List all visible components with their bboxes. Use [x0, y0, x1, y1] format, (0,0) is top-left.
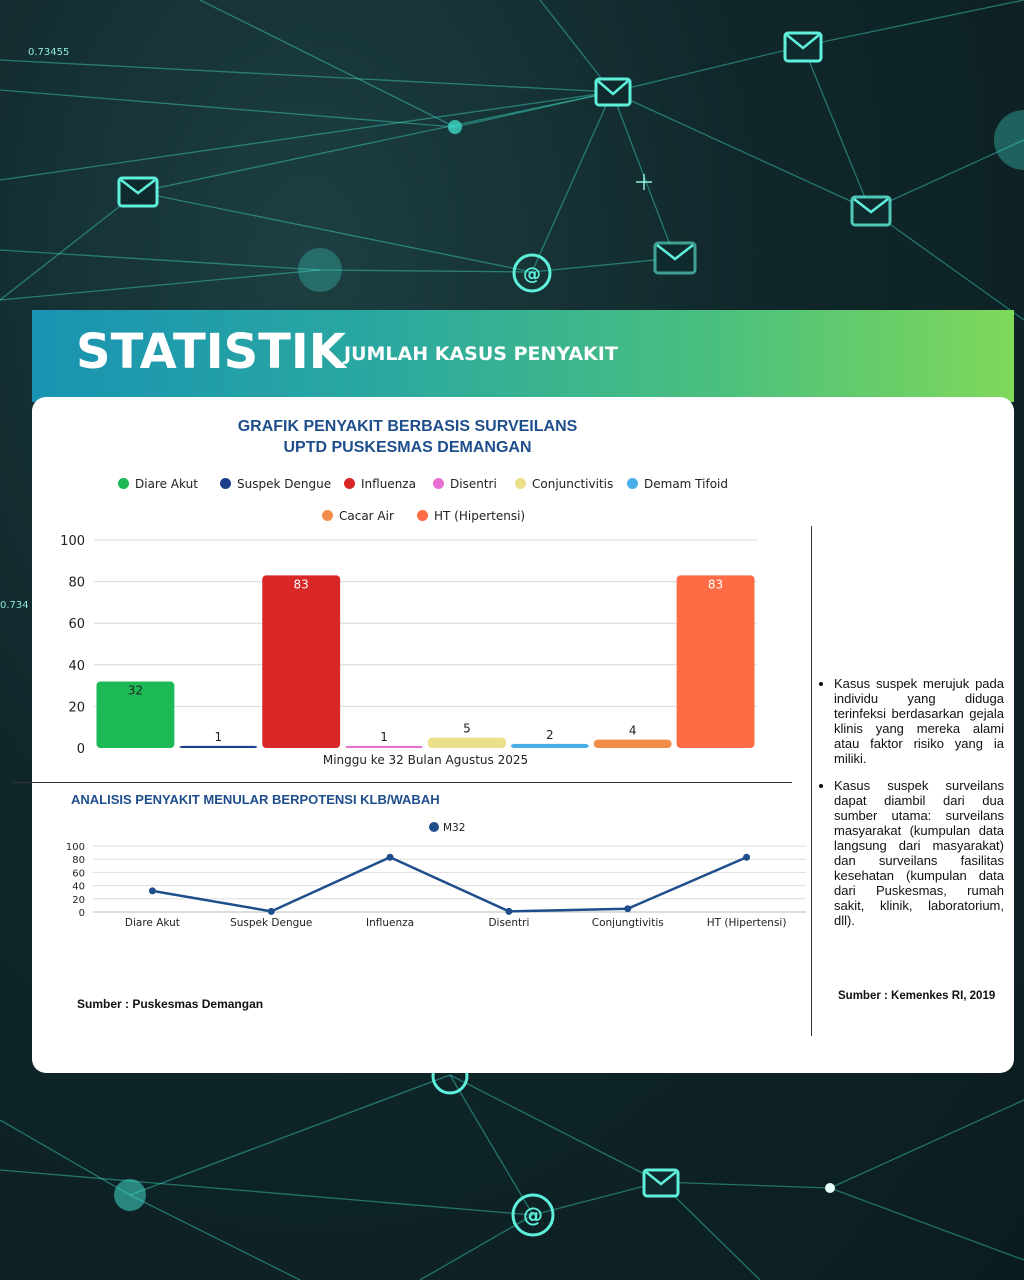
- bar: [96, 681, 175, 748]
- legend-dot: [433, 478, 444, 489]
- legend-item: Cacar Air: [322, 509, 394, 523]
- decor-number-2: 0.734: [0, 600, 29, 611]
- legend-item: Disentri: [433, 477, 497, 491]
- legend-dot: [627, 478, 638, 489]
- y-tick-label: 80: [72, 855, 85, 866]
- legend-label: Demam Tifoid: [644, 477, 728, 491]
- data-label: 2: [546, 728, 554, 742]
- x-tick-label: Conjungtivitis: [592, 917, 664, 929]
- y-tick-label: 0: [79, 908, 85, 919]
- bar: [345, 745, 423, 748]
- legend-dot: [515, 478, 526, 489]
- y-tick-label: 40: [72, 882, 85, 893]
- y-tick-label: 0: [77, 742, 85, 757]
- legend-item: Demam Tifoid: [627, 477, 728, 491]
- data-point: [148, 887, 156, 895]
- x-tick-label: Influenza: [366, 917, 414, 929]
- data-point: [386, 853, 394, 861]
- x-axis-label: Minggu ke 32 Bulan Agustus 2025: [323, 753, 528, 767]
- banner-subtitle: JUMLAH KASUS PENYAKIT: [344, 343, 618, 365]
- x-tick-label: Diare Akut: [125, 917, 180, 929]
- banner-title: STATISTIK: [76, 324, 346, 380]
- legend-item: Suspek Dengue: [220, 477, 331, 491]
- notes-divider: [811, 526, 812, 1036]
- x-tick-label: Disentri: [488, 917, 529, 929]
- bar: [593, 739, 672, 748]
- legend-label: Suspek Dengue: [237, 477, 332, 491]
- y-tick-label: 100: [60, 534, 85, 549]
- legend-label: Disentri: [450, 477, 497, 491]
- notes-panel: Kasus suspek merujuk pada individu yang …: [818, 676, 1004, 940]
- legend-dot: [118, 478, 129, 489]
- data-label: 83: [294, 577, 309, 591]
- data-label: 5: [463, 722, 471, 736]
- legend-item: HT (Hipertensi): [417, 509, 525, 523]
- legend-dot: [429, 822, 439, 832]
- source-left: Sumber : Puskesmas Demangan: [77, 997, 264, 1011]
- y-tick-label: 60: [68, 617, 85, 632]
- data-label: 1: [380, 730, 388, 744]
- bar: [179, 745, 258, 748]
- legend-dot: [220, 478, 231, 489]
- legend-dot: [417, 510, 428, 521]
- legend-label: Conjunctivitis: [532, 477, 614, 491]
- note-item: Kasus suspek merujuk pada individu yang …: [834, 676, 1004, 766]
- legend-item: Conjunctivitis: [515, 477, 613, 491]
- y-tick-label: 20: [72, 895, 85, 906]
- data-label: 4: [629, 724, 637, 738]
- legend-label: Influenza: [361, 477, 416, 491]
- data-label: 1: [214, 730, 222, 744]
- y-tick-label: 40: [68, 659, 85, 674]
- series-line: [152, 855, 748, 913]
- line-chart-title: ANALISIS PENYAKIT MENULAR BERPOTENSI KLB…: [71, 792, 440, 807]
- y-tick-label: 100: [66, 842, 85, 853]
- x-tick-label: Suspek Dengue: [230, 917, 312, 929]
- bar: [428, 737, 506, 748]
- data-point: [624, 905, 632, 913]
- legend-label: M32: [443, 822, 465, 834]
- x-tick-label: HT (Hipertensi): [707, 917, 787, 929]
- source-right: Sumber : Kemenkes RI, 2019: [838, 990, 996, 1002]
- svg-text:@: @: [523, 1203, 543, 1227]
- title-banner: STATISTIK JUMLAH KASUS PENYAKIT: [32, 310, 1014, 402]
- y-tick-label: 20: [68, 700, 85, 715]
- content-card: [32, 397, 1014, 1073]
- legend-label: Cacar Air: [339, 509, 394, 523]
- y-tick-label: 80: [68, 576, 85, 591]
- bar: [676, 575, 755, 748]
- data-label: 32: [128, 683, 143, 697]
- y-tick-label: 60: [72, 868, 85, 879]
- legend-label: HT (Hipertensi): [434, 509, 526, 523]
- legend-label: Diare Akut: [135, 477, 198, 491]
- data-point: [505, 907, 513, 915]
- decor-number: 0.73455: [28, 47, 69, 58]
- bar: [262, 575, 341, 748]
- bar-chart-title-line2: UPTD PUSKESMAS DEMANGAN: [283, 439, 532, 456]
- data-point: [743, 853, 751, 861]
- note-item: Kasus suspek surveilans dapat diambil da…: [834, 778, 1004, 928]
- legend-item: Diare Akut: [118, 477, 198, 491]
- data-label: 83: [708, 577, 723, 591]
- legend-item: Influenza: [344, 477, 416, 491]
- section-divider: [12, 782, 792, 783]
- bar-chart-title-line1: GRAFIK PENYAKIT BERBASIS SURVEILANS: [237, 418, 578, 435]
- data-point: [267, 907, 275, 915]
- legend-dot: [322, 510, 333, 521]
- svg-text:@: @: [523, 264, 541, 285]
- legend-dot: [344, 478, 355, 489]
- bar: [510, 743, 589, 748]
